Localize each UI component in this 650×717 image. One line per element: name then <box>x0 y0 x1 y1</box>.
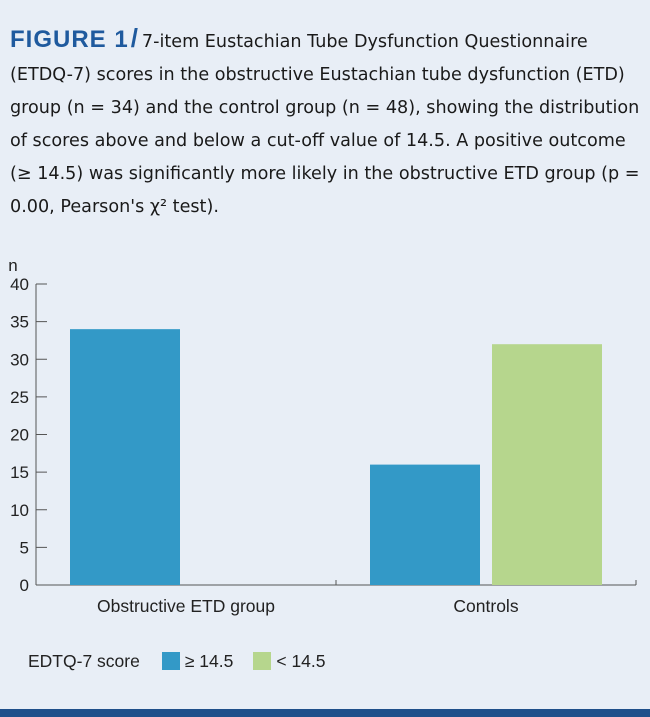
y-tick-label-5: 5 <box>20 538 29 557</box>
chart-legend: EDTQ-7 score ≥ 14.5 < 14.5 <box>28 650 346 672</box>
legend-title: EDTQ-7 score <box>28 650 140 671</box>
legend-label-low: < 14.5 <box>276 650 326 671</box>
bottom-rule <box>0 709 650 717</box>
y-tick-label-20: 20 <box>10 426 29 445</box>
category-label-1: Controls <box>453 596 518 616</box>
legend-item-high: ≥ 14.5 <box>161 650 234 672</box>
y-tick-label-15: 15 <box>10 463 29 482</box>
y-tick-label-10: 10 <box>10 501 29 520</box>
bar-1-0 <box>370 464 480 585</box>
y-tick-label-25: 25 <box>10 388 29 407</box>
bar-chart: n 0 5 10 15 20 25 30 35 40 Obstructive ETD group Co… <box>8 256 637 616</box>
legend-swatch-high <box>161 652 180 670</box>
figure-slash: / <box>130 23 138 53</box>
y-axis-label: n <box>8 256 17 275</box>
y-tick-label-30: 30 <box>10 350 29 369</box>
figure-label: FIGURE 1 <box>10 26 129 53</box>
y-tick-label-35: 35 <box>10 313 29 332</box>
y-tick-label-0: 0 <box>20 576 29 595</box>
figure-caption: FIGURE 1/7-item Eustachian Tube Dysfunct… <box>10 22 642 224</box>
y-tick-label-40: 40 <box>10 275 29 294</box>
bar-0-0 <box>70 329 180 585</box>
legend-label-high: ≥ 14.5 <box>184 650 234 671</box>
legend-swatch-low <box>253 652 272 670</box>
bar-1-1 <box>492 344 602 585</box>
caption-text: 7-item Eustachian Tube Dysfunction Quest… <box>10 32 640 217</box>
category-label-0: Obstructive ETD group <box>97 596 275 616</box>
legend-item-low: < 14.5 <box>253 650 326 672</box>
